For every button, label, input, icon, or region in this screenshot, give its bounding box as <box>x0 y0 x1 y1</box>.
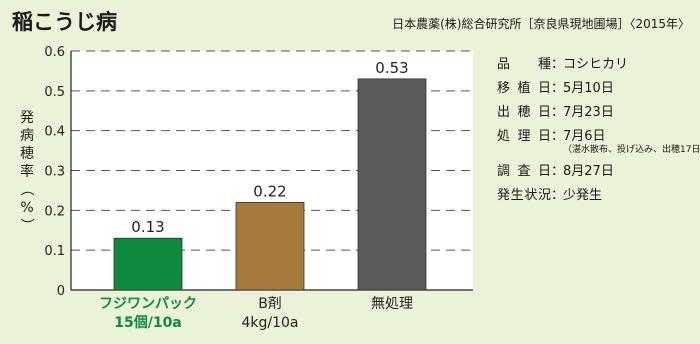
info-row-heading: 出穂日： 7月23日 <box>497 101 700 125</box>
y-tick-label: 0.1 <box>44 244 65 259</box>
y-tick-label: 0.6 <box>44 45 65 60</box>
bar <box>235 201 305 291</box>
bar <box>357 78 427 291</box>
info-row-variety: 品 種：コシヒカリ <box>497 53 700 77</box>
x-tick-label: B剤 <box>258 296 282 312</box>
x-tick-label: フジワンパック <box>99 296 197 312</box>
info-label: 品 種 <box>497 57 551 72</box>
y-tick-label: 0.5 <box>44 85 65 100</box>
info-value: 7月6日 <box>563 129 606 144</box>
trial-info-panel: 品 種：コシヒカリ 移植日： 5月10日 出穂日： 7月23日 処理日： 7月6日 （… <box>497 53 700 208</box>
bar-value-label: 0.53 <box>375 59 408 77</box>
info-label: 発生状況 <box>497 188 551 203</box>
x-tick-label: 15個/10a <box>114 314 182 331</box>
y-axis-label-char: 発 <box>20 110 34 126</box>
info-label: 出穂日 <box>497 105 551 120</box>
y-axis-label-char: 病 <box>20 128 34 144</box>
bar <box>113 237 183 291</box>
y-axis-label-char: % <box>20 200 33 216</box>
bar-value-label: 0.22 <box>253 182 286 200</box>
y-axis-label-char: 穂 <box>20 146 34 162</box>
x-tick-label: 4kg/10a <box>241 315 298 331</box>
y-axis-label-char: （ <box>18 182 34 196</box>
info-value: 少発生 <box>563 188 603 203</box>
bar-value-label: 0.13 <box>131 218 164 236</box>
info-label: 調査日 <box>497 164 551 179</box>
x-tick-label: 無処理 <box>371 296 413 312</box>
info-value: 5月10日 <box>563 81 614 96</box>
info-row-treatment: 処理日： 7月6日 <box>497 125 700 149</box>
y-tick-label: 0 <box>57 284 65 299</box>
info-label: 移植日 <box>497 81 551 96</box>
y-tick-label: 0.2 <box>44 204 65 219</box>
info-label: 処理日 <box>497 129 551 144</box>
y-tick-label: 0.4 <box>44 125 65 140</box>
info-value: コシヒカリ <box>563 57 629 72</box>
info-row-survey: 調査日： 8月27日 <box>497 160 700 184</box>
y-tick-label: 0.3 <box>44 165 65 180</box>
y-axis-label-char: ） <box>18 218 34 232</box>
info-row-occurrence: 発生状況：少発生 <box>497 184 700 208</box>
data-source: 日本農薬(株)総合研究所［奈良県現地圃場］〈2015年〉 <box>392 17 690 31</box>
info-value: 8月27日 <box>563 164 614 179</box>
chart-title: 稲こうじ病 <box>12 10 117 34</box>
info-row-transplant: 移植日： 5月10日 <box>497 77 700 101</box>
info-value: 7月23日 <box>563 105 614 120</box>
y-axis-label-char: 率 <box>20 163 34 180</box>
treatment-note: （湛水散布、投げ込み、出穂17日前） <box>563 145 700 155</box>
